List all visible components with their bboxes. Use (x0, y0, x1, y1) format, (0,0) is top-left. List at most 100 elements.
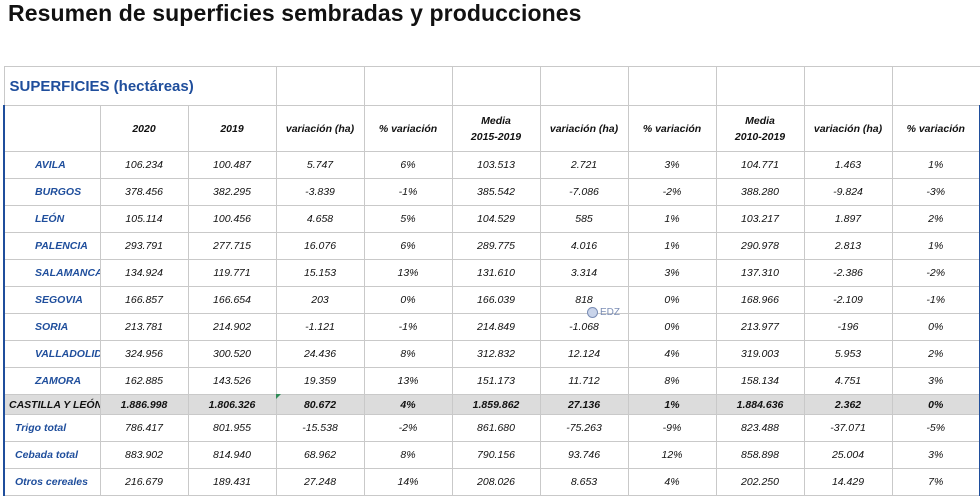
table-cell: 2.813 (803, 232, 893, 260)
table-cell: -1% (891, 286, 980, 314)
row-label: PALENCIA (3, 232, 101, 260)
table-cell: 0% (627, 286, 717, 314)
table-cell: -3.839 (275, 178, 365, 206)
table-cell: 814.940 (187, 441, 277, 469)
table-cell: -75.263 (539, 414, 629, 442)
table-cell: 12% (627, 441, 717, 469)
table-cell: 1% (891, 151, 980, 179)
table-cell: 324.956 (99, 340, 189, 368)
table-cell: -37.071 (803, 414, 893, 442)
table-cell: 0% (627, 313, 717, 341)
table-cell: 2% (891, 205, 980, 233)
table-cell: 8.653 (539, 468, 629, 496)
table-cell: -9.824 (803, 178, 893, 206)
table-row: AVILA 106.234 100.487 5.747 6% 103.513 2.721 3%… (3, 151, 980, 179)
table-cell: 100.456 (187, 205, 277, 233)
column-header-label: % variación (906, 122, 965, 135)
table-cell: -1% (363, 178, 453, 206)
table-cell: 5% (363, 205, 453, 233)
table-cell: 0% (363, 286, 453, 314)
table-cell: 290.978 (715, 232, 805, 260)
row-label: SEGOVIA (3, 286, 101, 314)
table-cell: 883.902 (99, 441, 189, 469)
table-cell: 166.857 (99, 286, 189, 314)
table-cell: 13% (363, 367, 453, 395)
table-cell: 168.966 (715, 286, 805, 314)
table-row: CASTILLA Y LEÓN 1.886.998 1.806.326 80.672 4… (3, 394, 980, 415)
table-cell: 134.924 (99, 259, 189, 287)
header-row: 2020 2019 variación (ha) % variación Media 20… (3, 105, 980, 152)
table-row: Cebada total 883.902 814.940 68.962 8% 790.15… (3, 441, 980, 469)
watermark-icon (587, 307, 598, 318)
table-cell: 5.747 (275, 151, 365, 179)
table-cell: 7% (891, 468, 980, 496)
table-cell: 378.456 (99, 178, 189, 206)
table-row: LEÓN 105.114 100.456 4.658 5% 104.529 585 1% 103… (3, 205, 980, 233)
table-cell: 1.859.862 (451, 394, 541, 415)
table-cell: 1.897 (803, 205, 893, 233)
table-cell: 3% (891, 441, 980, 469)
table-cell: 203 (275, 286, 365, 314)
page-title: Resumen de superficies sembradas y produ… (8, 0, 582, 26)
table-cell: 4% (627, 468, 717, 496)
table-cell: 119.771 (187, 259, 277, 287)
row-label: LEÓN (3, 205, 101, 233)
table-cell: 312.832 (451, 340, 541, 368)
row-label: Trigo total (3, 414, 101, 442)
table-cell: 818 (539, 286, 629, 314)
table-cell: 289.775 (451, 232, 541, 260)
column-header-sublabel: 2010-2019 (734, 130, 786, 143)
column-header-label: variación (ha) (549, 122, 619, 135)
table-cell: 5.953 (803, 340, 893, 368)
table-cell: 1.806.326 (187, 394, 277, 415)
row-label: AVILA (3, 151, 101, 179)
table-cell: -1.068 (539, 313, 629, 341)
table-cell: 106.234 (99, 151, 189, 179)
table-cell: 151.173 (451, 367, 541, 395)
table-row: Otros cereales 216.679 189.431 27.248 14% 208… (3, 468, 980, 496)
table-cell: 4.751 (803, 367, 893, 395)
table-cell: 12.124 (539, 340, 629, 368)
superficies-table: SUPERFICIES (hectáreas) 2020 2019 variació… (3, 66, 980, 496)
watermark-text: EDZ (600, 307, 620, 318)
column-header-sublabel: 2015-2019 (470, 130, 522, 143)
table-cell: 214.849 (451, 313, 541, 341)
table-cell: 213.781 (99, 313, 189, 341)
table-cell: -3% (891, 178, 980, 206)
table-cell: 93.746 (539, 441, 629, 469)
table-cell: -196 (803, 313, 893, 341)
section-row: SUPERFICIES (hectáreas) (3, 66, 980, 106)
row-label: ZAMORA (3, 367, 101, 395)
table-cell: 15.153 (275, 259, 365, 287)
table-cell: 68.962 (275, 441, 365, 469)
table-row: ZAMORA 162.885 143.526 19.359 13% 151.173 11.7… (3, 367, 980, 395)
column-header: variación (ha) (275, 105, 365, 152)
table-cell: 3% (891, 367, 980, 395)
table-cell: 1% (891, 232, 980, 260)
table-cell: -5% (891, 414, 980, 442)
column-header: Media 2015-2019 (451, 105, 541, 152)
row-label: VALLADOLID (3, 340, 101, 368)
table-cell: -9% (627, 414, 717, 442)
table-cell: 858.898 (715, 441, 805, 469)
table-cell: 2% (891, 340, 980, 368)
column-header-label: % variación (378, 122, 438, 135)
column-header-label: variación (ha) (813, 122, 883, 135)
column-header-label: % variación (642, 122, 702, 135)
table-cell: 3.314 (539, 259, 629, 287)
column-header-label: Media (745, 114, 775, 127)
table-cell: 3% (627, 151, 717, 179)
table-row: BURGOS 378.456 382.295 -3.839 -1% 385.542 -7.0… (3, 178, 980, 206)
table-row: Trigo total 786.417 801.955 -15.538 -2% 861.6… (3, 414, 980, 442)
table-cell: 27.136 (539, 394, 629, 415)
table-cell: -2% (891, 259, 980, 287)
row-label: SALAMANCA (3, 259, 101, 287)
table-cell: 6% (363, 151, 453, 179)
table-cell: -1.121 (275, 313, 365, 341)
column-header-label: 2019 (220, 122, 244, 135)
table-cell: 6% (363, 232, 453, 260)
table-cell: 162.885 (99, 367, 189, 395)
table-cell: -7.086 (539, 178, 629, 206)
table-cell: 143.526 (187, 367, 277, 395)
table-cell: 585 (539, 205, 629, 233)
